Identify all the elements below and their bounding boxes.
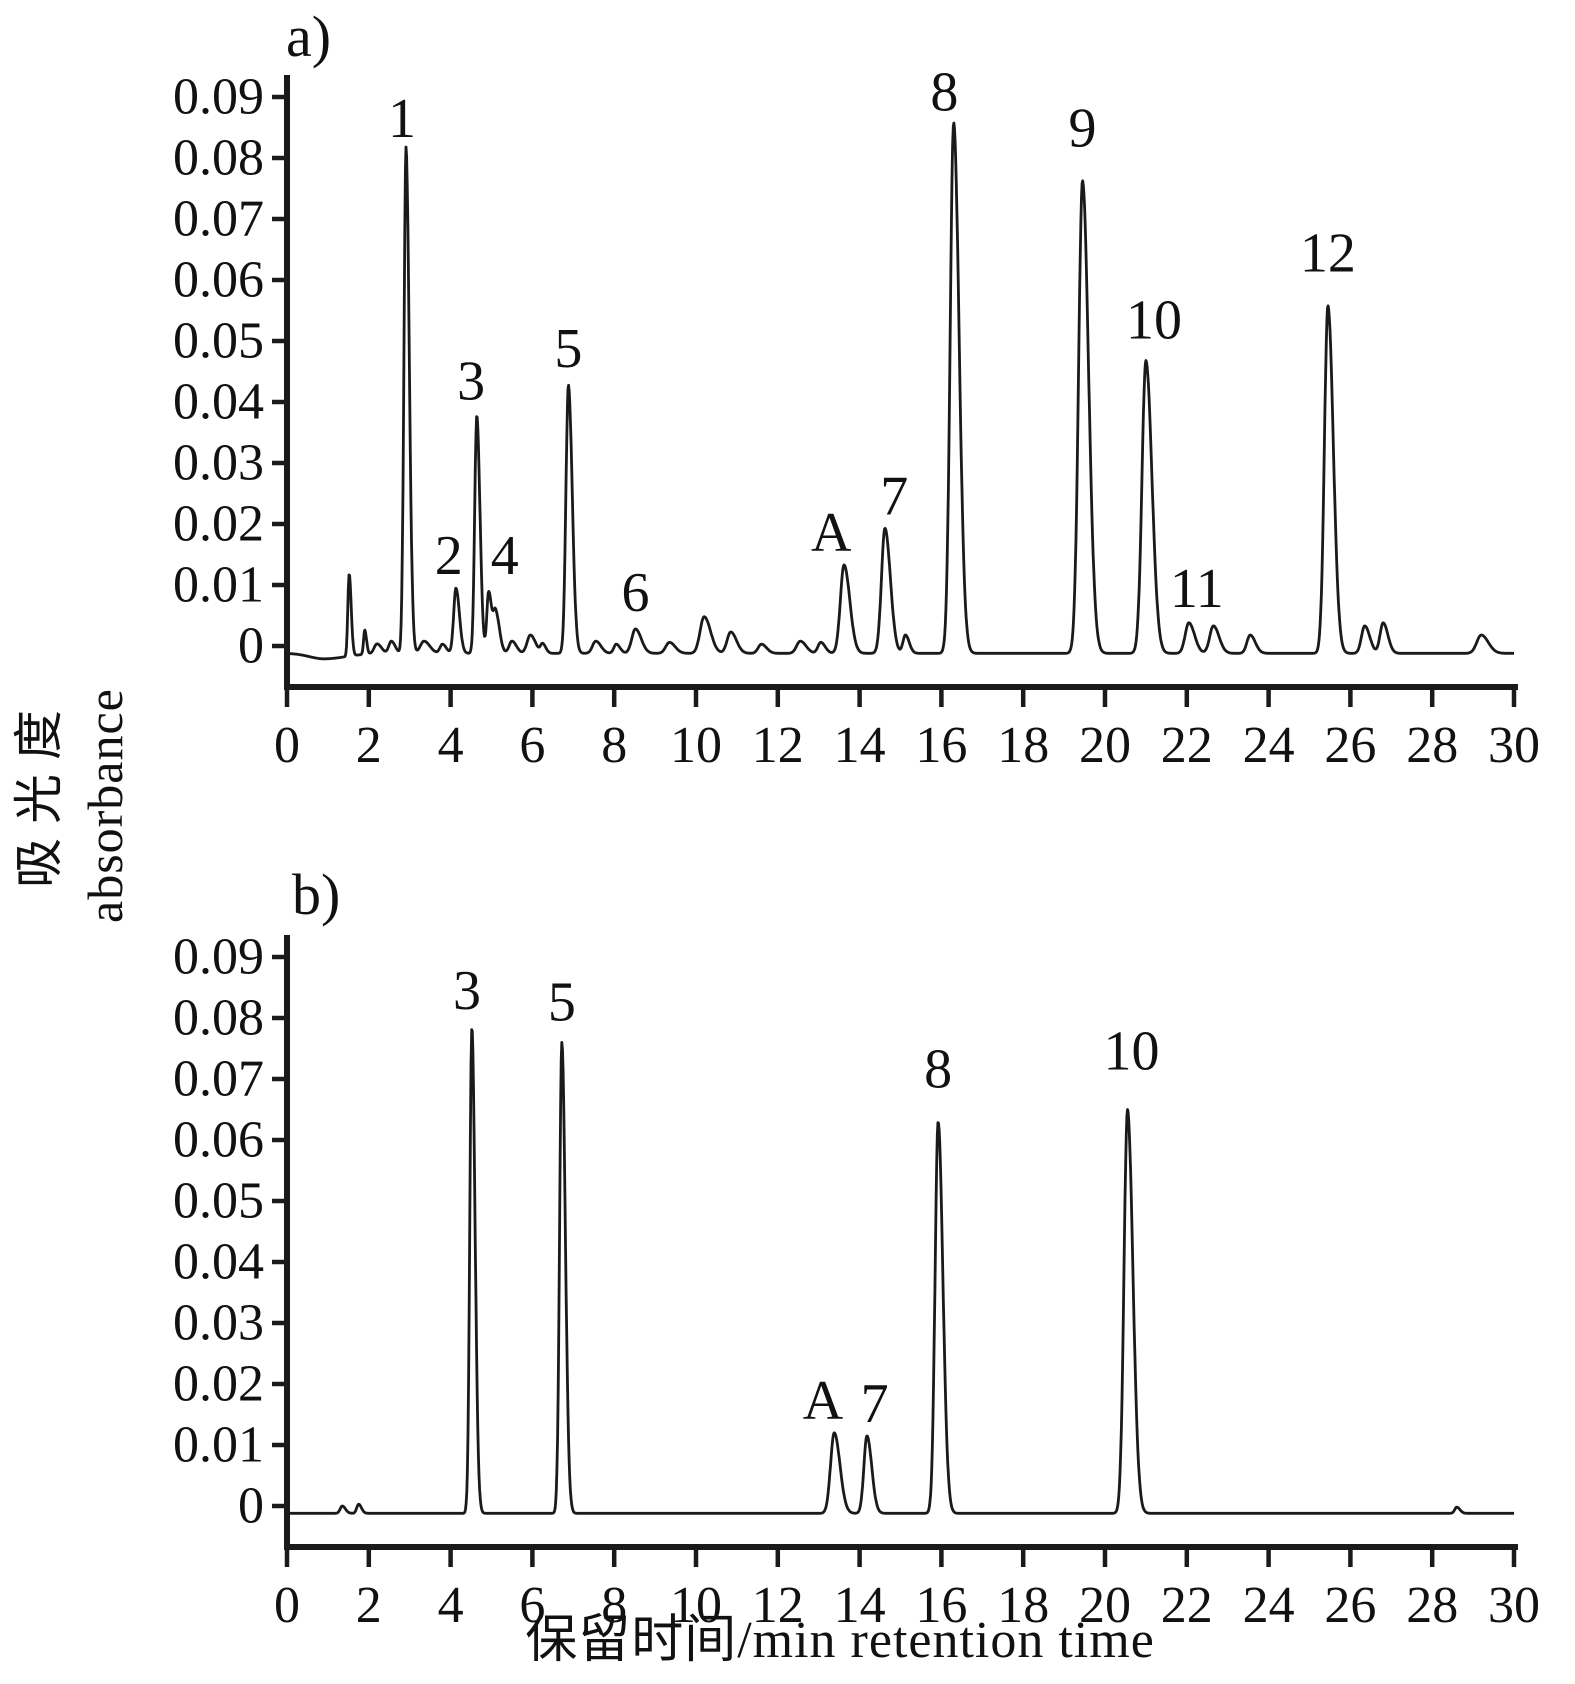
peak-label-12: 12 bbox=[1300, 223, 1356, 285]
x-tick-label: 8 bbox=[601, 717, 627, 774]
y-axis-label-chinese: 吸光度 bbox=[11, 696, 67, 888]
peak-label-7: 7 bbox=[880, 465, 908, 527]
x-tick-label: 22 bbox=[1161, 717, 1213, 774]
panel-b-trace bbox=[286, 1028, 1515, 1515]
peak-label-11: 11 bbox=[1170, 558, 1224, 620]
x-tick-label: 24 bbox=[1243, 1577, 1295, 1634]
peak-label-10: 10 bbox=[1103, 1021, 1159, 1083]
x-axis-label: 保留时间/min retention time bbox=[525, 1612, 1155, 1669]
peak-label-3: 3 bbox=[457, 350, 485, 412]
x-tick-label: 2 bbox=[356, 1577, 382, 1634]
x-tick-label: 14 bbox=[834, 717, 886, 774]
x-tick-label: 10 bbox=[670, 1577, 722, 1634]
peak-label-8: 8 bbox=[924, 1039, 952, 1101]
y-tick-label: 0.06 bbox=[173, 1112, 264, 1169]
y-tick-label: 0.02 bbox=[173, 496, 264, 553]
panel-b-title: b) bbox=[292, 862, 341, 927]
peak-label-8: 8 bbox=[930, 62, 958, 124]
x-tick-label: 24 bbox=[1243, 717, 1295, 774]
x-tick-label: 4 bbox=[438, 1577, 464, 1634]
y-tick-label: 0.09 bbox=[173, 929, 264, 986]
x-tick-label: 14 bbox=[834, 1577, 886, 1634]
y-tick-label: 0.05 bbox=[173, 313, 264, 370]
x-tick-label: 18 bbox=[997, 717, 1049, 774]
x-tick-label: 28 bbox=[1406, 717, 1458, 774]
x-tick-label: 30 bbox=[1488, 1577, 1540, 1634]
y-tick-label: 0.03 bbox=[173, 435, 264, 492]
y-tick-label: 0.04 bbox=[173, 1234, 264, 1291]
y-tick-label: 0.03 bbox=[173, 1295, 264, 1352]
panel-b-x-ticks: 0 2 4 6 8 10 12 14 16 18 20 22 24 26 28 30 bbox=[274, 1550, 1540, 1634]
y-tick-label: 0 bbox=[238, 1478, 264, 1535]
y-tick-label: 0.04 bbox=[173, 374, 264, 431]
y-axis-label-english: absorbance bbox=[77, 688, 133, 923]
x-tick-label: 0 bbox=[274, 1577, 300, 1634]
x-tick-label: 4 bbox=[438, 717, 464, 774]
panel-a-x-ticks: 0 2 4 6 8 10 12 14 16 18 20 22 24 26 28 30 bbox=[274, 690, 1540, 774]
x-tick-label: 30 bbox=[1488, 717, 1540, 774]
y-tick-label: 0.07 bbox=[173, 1051, 264, 1108]
y-tick-label: 0.08 bbox=[173, 990, 264, 1047]
y-tick-label: 0.08 bbox=[173, 130, 264, 187]
peak-label-10: 10 bbox=[1126, 290, 1182, 352]
x-tick-label: 10 bbox=[670, 717, 722, 774]
x-tick-label: 12 bbox=[752, 1577, 804, 1634]
peak-label-5: 5 bbox=[554, 318, 582, 380]
peak-label-3: 3 bbox=[453, 960, 481, 1022]
peak-label-1: 1 bbox=[388, 88, 416, 150]
x-tick-label: 16 bbox=[915, 717, 967, 774]
y-tick-label: 0.01 bbox=[173, 557, 264, 614]
x-tick-label: 6 bbox=[519, 717, 545, 774]
peak-label-A: A bbox=[811, 502, 852, 564]
y-tick-label: 0.07 bbox=[173, 191, 264, 248]
peak-label-2: 2 bbox=[435, 525, 463, 587]
x-tick-label: 2 bbox=[356, 717, 382, 774]
y-tick-label: 0.06 bbox=[173, 252, 264, 309]
x-tick-label: 20 bbox=[1079, 717, 1131, 774]
peak-label-4: 4 bbox=[491, 525, 519, 587]
x-tick-label: 28 bbox=[1406, 1577, 1458, 1634]
x-tick-label: 8 bbox=[601, 1577, 627, 1634]
x-tick-label: 18 bbox=[997, 1577, 1049, 1634]
peak-label-9: 9 bbox=[1069, 98, 1097, 160]
x-tick-label: 26 bbox=[1324, 717, 1376, 774]
x-tick-label: 16 bbox=[915, 1577, 967, 1634]
x-tick-label: 20 bbox=[1079, 1577, 1131, 1634]
panel-b-y-ticks: 0.090.080.070.060.050.040.030.020.010 bbox=[173, 929, 287, 1535]
x-tick-label: 6 bbox=[519, 1577, 545, 1634]
panel-b-peak-labels: 3 5 A 7 8 10 bbox=[453, 960, 1159, 1435]
x-tick-label: 0 bbox=[274, 717, 300, 774]
panel-a-y-ticks: 0.090.080.070.060.050.040.030.020.010 bbox=[173, 69, 287, 675]
peak-label-7: 7 bbox=[861, 1373, 889, 1435]
y-tick-label: 0.02 bbox=[173, 1356, 264, 1413]
x-tick-label: 22 bbox=[1161, 1577, 1213, 1634]
y-tick-label: 0.01 bbox=[173, 1417, 264, 1474]
x-tick-label: 12 bbox=[752, 717, 804, 774]
y-tick-label: 0 bbox=[238, 618, 264, 675]
y-tick-label: 0.05 bbox=[173, 1173, 264, 1230]
peak-label-6: 6 bbox=[621, 562, 649, 624]
x-tick-label: 26 bbox=[1324, 1577, 1376, 1634]
peak-label-5: 5 bbox=[548, 971, 576, 1033]
peak-label-A: A bbox=[803, 1370, 844, 1432]
panel-a-title: a) bbox=[286, 4, 332, 69]
y-tick-label: 0.09 bbox=[173, 69, 264, 126]
panel-a-trace bbox=[286, 121, 1515, 661]
